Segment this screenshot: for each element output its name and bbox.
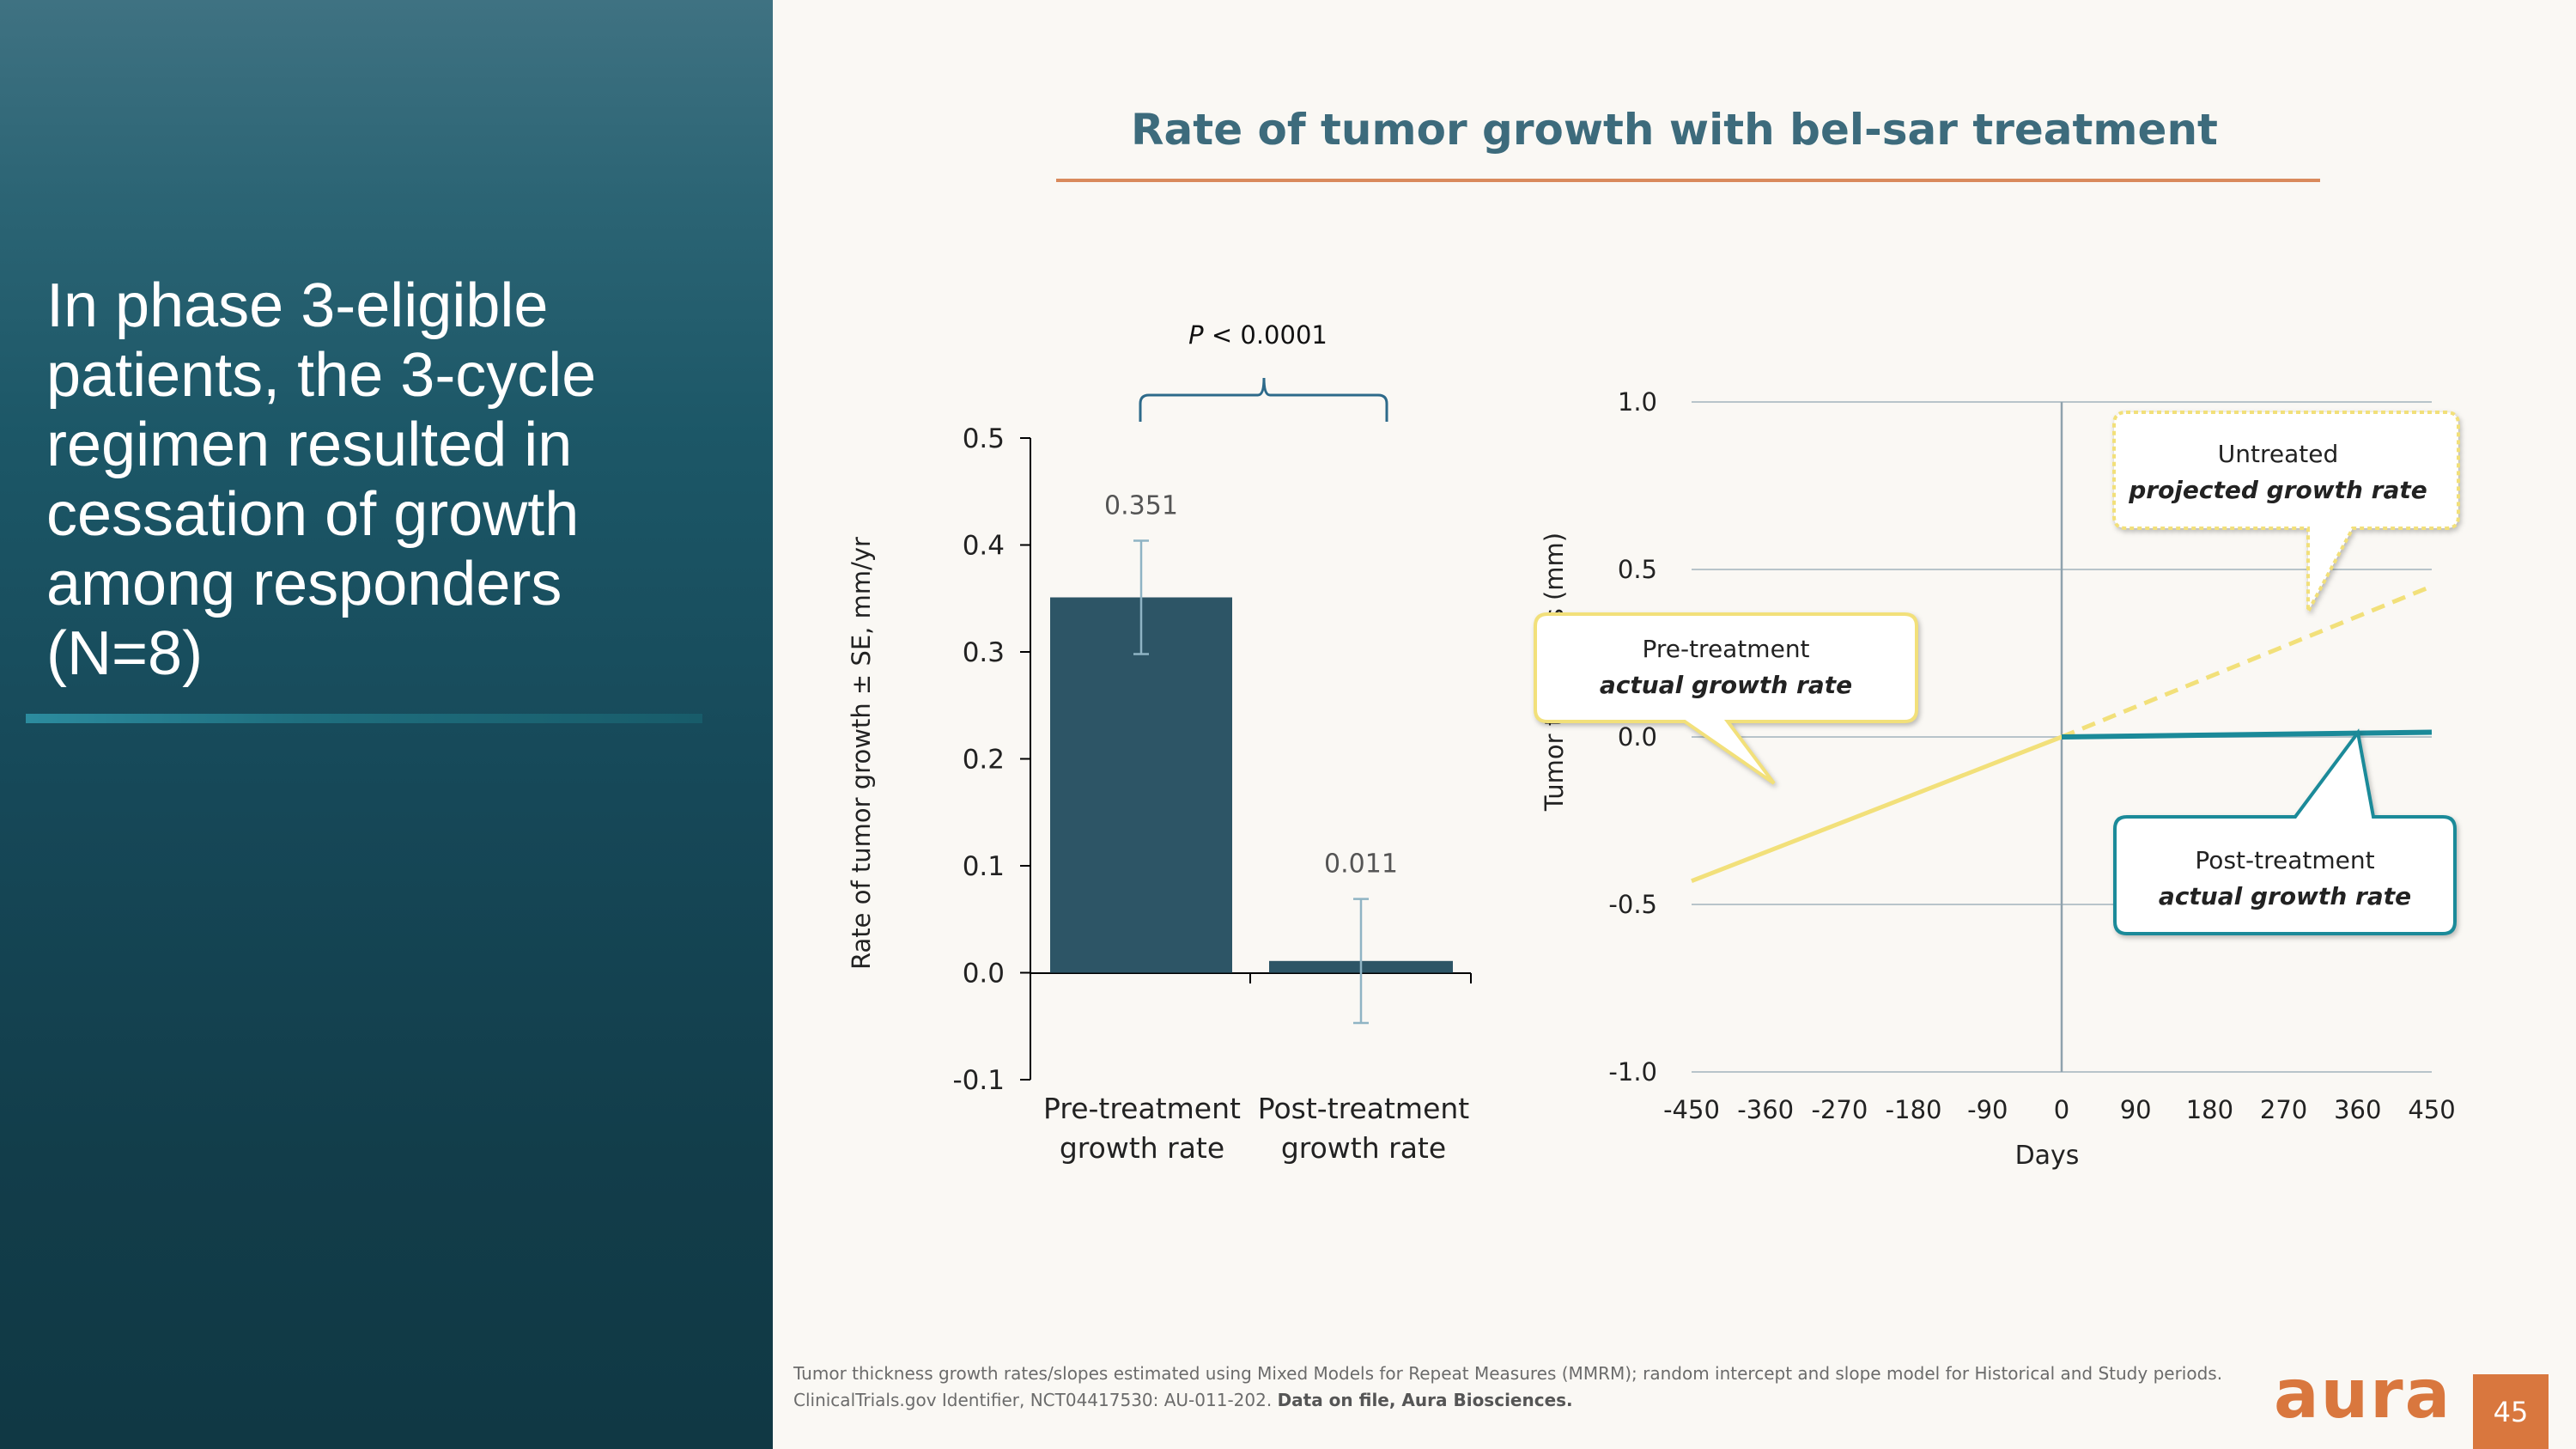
line-x-tick-label: -180 (1886, 1095, 1942, 1124)
bar-y-tick-label: 0.5 (963, 423, 1005, 454)
left-panel: In phase 3-eligible patients, the 3-cycl… (0, 0, 773, 1449)
series-post-treatment-line (2061, 729, 2433, 740)
bar-y-tick-label: 0.2 (963, 745, 1005, 776)
bar-y-ticks: -0.1 0.0 0.1 0.2 0.3 0.4 0.5 (953, 423, 1030, 1096)
callout-pre-treatment-line1: Pre-treatment (1642, 635, 1809, 663)
line-x-tick-label: -90 (1967, 1095, 2008, 1124)
footnote-text: Tumor thickness growth rates/slopes esti… (793, 1363, 2223, 1410)
footnote: Tumor thickness growth rates/slopes esti… (793, 1361, 2253, 1414)
bar-category-pre-line2: growth rate (1060, 1131, 1224, 1165)
bar-y-axis-title: Rate of tumor growth ± SE, mm/yr (847, 537, 876, 970)
line-x-tick-label: -270 (1811, 1095, 1868, 1124)
line-y-ticks: -1.0 -0.5 0.0 0.5 1.0 (1608, 387, 1657, 1087)
slide-title: Rate of tumor growth with bel-sar treatm… (1131, 105, 2218, 155)
callout-projected-line2: projected growth rate (2128, 476, 2427, 504)
p-symbol: P (1188, 320, 1204, 350)
bar-value-label-pre: 0.351 (1104, 491, 1178, 521)
bar-y-tick-label: 0.0 (963, 959, 1005, 989)
line-x-tick-label: -450 (1663, 1095, 1720, 1124)
line-x-tick-label: 360 (2334, 1095, 2381, 1124)
significance-label: P < 0.0001 (1188, 320, 1327, 350)
line-x-ticks: -450 -360 -270 -180 -90 0 90 180 270 360 450 (1663, 1095, 2456, 1124)
aura-logo: aura (2274, 1356, 2452, 1434)
callout-post-treatment-box (2113, 728, 2457, 935)
headline-underline (26, 714, 702, 723)
bar-category-post-line2: growth rate (1281, 1131, 1446, 1165)
bar-y-tick-label: 0.3 (963, 637, 1005, 668)
line-x-tick-label: 90 (2120, 1095, 2152, 1124)
bar-pre-treatment (1050, 597, 1232, 973)
callout-post-treatment-line2: actual growth rate (2159, 882, 2411, 910)
callout-projected-line1: Untreated (2218, 440, 2338, 468)
bar-category-post-line1: Post-treatment (1258, 1092, 1470, 1125)
error-bar-pre-treatment (1133, 539, 1149, 655)
bar-chart: Rate of tumor growth ± SE, mm/yr -0.1 0.0… (847, 320, 1472, 1165)
line-y-tick-label: -0.5 (1608, 890, 1657, 919)
bar-category-pre-line1: Pre-treatment (1043, 1092, 1241, 1125)
series-projected-line (2061, 584, 2433, 740)
callout-pre-treatment-box (1534, 612, 1918, 785)
line-chart: Tumor thickness (mm) -1.0-0.50.00.51.0 -… (1534, 387, 2460, 1171)
page-number: 45 (2473, 1374, 2549, 1449)
p-value: < 0.0001 (1204, 320, 1327, 350)
callout-post-treatment-line1: Post-treatment (2195, 846, 2374, 874)
callout-pre-treatment-line2: actual growth rate (1600, 671, 1852, 699)
significance-bracket (1139, 377, 1388, 422)
line-y-tick-label: 0.0 (1618, 722, 1657, 752)
line-y-tick-label: 0.5 (1618, 555, 1657, 584)
bar-y-tick-label: -0.1 (953, 1065, 1005, 1096)
callout-projected-box (2112, 411, 2460, 612)
line-x-tick-label: 0 (2054, 1095, 2069, 1124)
line-y-tick-label: 1.0 (1618, 387, 1657, 417)
series-pre-treatment-line (1691, 734, 2063, 884)
line-x-tick-label: 450 (2408, 1095, 2455, 1124)
bar-value-label-post: 0.011 (1324, 849, 1398, 880)
line-x-tick-label: -360 (1737, 1095, 1794, 1124)
title-underline (1056, 179, 2320, 182)
line-x-tick-label: 180 (2186, 1095, 2233, 1124)
bar-y-tick-label: 0.4 (963, 531, 1005, 562)
slide-headline: In phase 3-eligible patients, the 3-cycl… (46, 271, 597, 688)
line-x-axis-title: Days (2015, 1141, 2080, 1171)
line-x-tick-label: 270 (2260, 1095, 2307, 1124)
line-y-tick-label: -1.0 (1608, 1057, 1657, 1087)
bar-y-tick-label: 0.1 (963, 851, 1005, 882)
error-bar-post-treatment (1353, 898, 1369, 1025)
footnote-source: Data on file, Aura Biosciences. (1277, 1390, 1573, 1410)
